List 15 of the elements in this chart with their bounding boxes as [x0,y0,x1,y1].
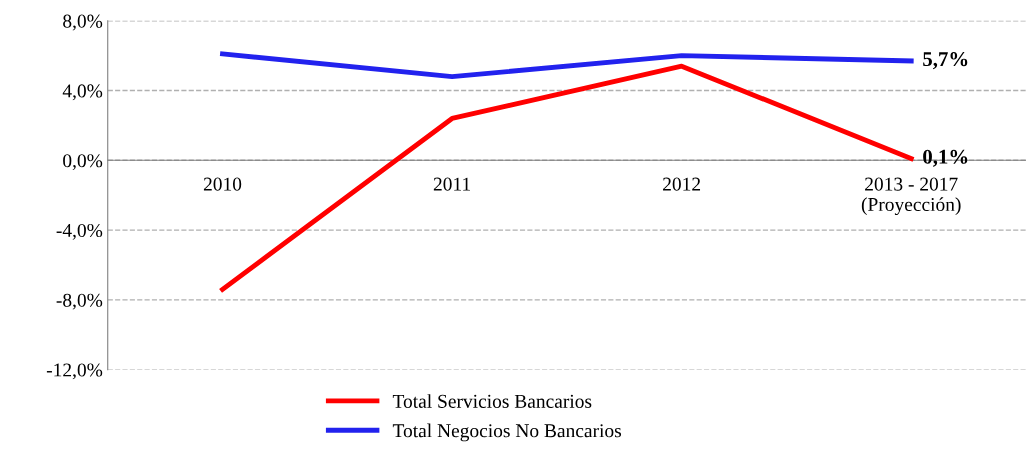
y-tick-label: 4,0% [62,84,103,101]
y-tick-label: -12,0% [46,363,103,380]
legend-label: Total Servicios Bancarios [392,394,592,408]
y-tick-label: 0,0% [63,154,103,171]
line-series [220,51,914,80]
y-tick-label: -8,0% [56,293,103,310]
data-label: 0,1% [923,149,968,167]
x-tick-label: 2011 [433,177,470,191]
y-tick-label: 8,0% [63,14,103,31]
x-tick-label: 2010 [203,177,242,191]
y-tick-label: -4,0% [56,223,103,240]
x-tick-label: 2012 [663,177,701,191]
x-tick-label: 2013 - 2017 (Proyección) [861,177,961,216]
data-label: 5,7% [923,52,968,70]
legend-label: Total Negocios No Bancarios [392,423,622,442]
